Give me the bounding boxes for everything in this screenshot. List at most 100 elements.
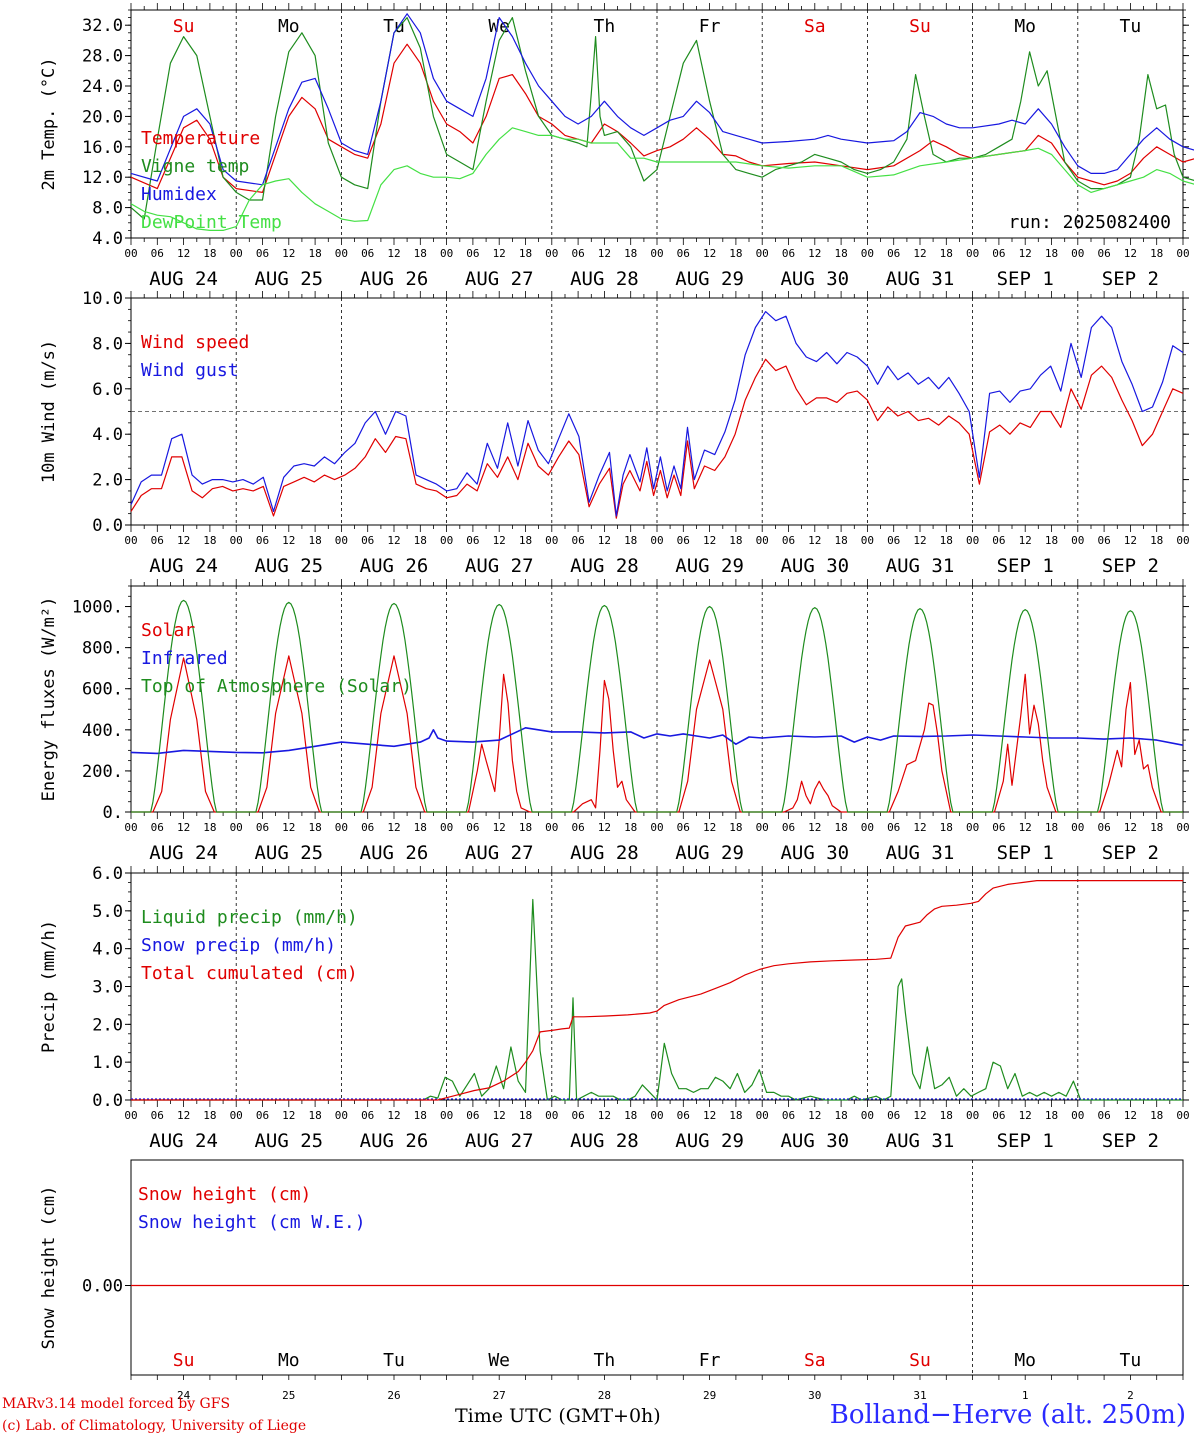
hour-tick-label: 12 <box>1019 247 1032 260</box>
hour-tick-label: 06 <box>466 534 479 547</box>
day-of-week-label: Th <box>594 1350 616 1371</box>
hour-tick-label: 18 <box>519 821 532 834</box>
hour-tick-label: 18 <box>203 821 216 834</box>
hour-tick-label: 18 <box>1045 1109 1058 1122</box>
hour-tick-label: 06 <box>466 1109 479 1122</box>
panel-3: 00 06 12 18 00 06 12 18 00 06 12 18 00 06 12 18 00 06 12 18… <box>39 579 1190 864</box>
y-tick-label: 20.0 <box>82 107 123 127</box>
hour-tick-label: 18 <box>1150 821 1163 834</box>
hour-tick-label: 12 <box>177 534 190 547</box>
y-tick-label: 2.0 <box>92 1015 123 1035</box>
hour-tick-label: 18 <box>308 1109 321 1122</box>
x-axis-title: Time UTC (GMT+0h) <box>455 1405 661 1427</box>
y-axis-title: Precip (mm/h) <box>39 920 59 1053</box>
hour-tick-label: 12 <box>387 821 400 834</box>
hour-tick-label: 12 <box>493 821 506 834</box>
hour-tick-label: 00 <box>966 534 979 547</box>
series-infrared <box>130 727 1184 755</box>
hour-tick-label: 12 <box>387 534 400 547</box>
hour-tick-label: 00 <box>966 1109 979 1122</box>
hour-tick-label: 06 <box>361 821 374 834</box>
hour-tick-label: 00 <box>650 534 663 547</box>
hour-tick-label: 06 <box>887 1109 900 1122</box>
hour-tick-label: 12 <box>493 1109 506 1122</box>
hour-tick-label: 00 <box>230 821 243 834</box>
date-label: AUG 29 <box>675 842 744 864</box>
hour-tick-label: 18 <box>519 1109 532 1122</box>
run-annotation: run: 2025082400 <box>1008 212 1171 233</box>
date-label: AUG 25 <box>254 555 323 577</box>
hour-tick-label: 06 <box>782 247 795 260</box>
y-tick-label: 12.0 <box>82 168 123 188</box>
hour-tick-label: 12 <box>282 1109 295 1122</box>
hour-tick-label: 00 <box>1176 1109 1189 1122</box>
date-label: AUG 26 <box>360 842 429 864</box>
legend-entry: Snow precip (mm/h) <box>141 935 336 956</box>
hour-tick-label: 06 <box>992 247 1005 260</box>
hour-tick-label: 12 <box>703 534 716 547</box>
hour-tick-label: 18 <box>1045 247 1058 260</box>
day-of-week-label: Mo <box>1014 16 1036 37</box>
hour-tick-label: 12 <box>808 821 821 834</box>
hour-tick-label: 18 <box>414 1109 427 1122</box>
y-tick-label: 24.0 <box>82 77 123 97</box>
day-of-week-label: Sa <box>804 1350 826 1371</box>
hour-tick-label: 12 <box>387 1109 400 1122</box>
y-tick-label: 32.0 <box>82 16 123 36</box>
hour-tick-label: 06 <box>1097 247 1110 260</box>
hour-tick-label: 18 <box>624 247 637 260</box>
hour-tick-label: 12 <box>808 534 821 547</box>
hour-tick-label: 06 <box>151 534 164 547</box>
hour-tick-label: 06 <box>782 534 795 547</box>
date-label: AUG 27 <box>465 1130 534 1152</box>
legend-entry: Wind gust <box>141 360 239 381</box>
date-label: AUG 30 <box>780 268 849 290</box>
date-label: AUG 24 <box>149 555 218 577</box>
date-label: SEP 2 <box>1102 555 1159 577</box>
hour-tick-label: 06 <box>887 534 900 547</box>
hour-tick-label: 00 <box>861 821 874 834</box>
hour-tick-label: 18 <box>414 534 427 547</box>
hour-tick-label: 00 <box>545 821 558 834</box>
hour-tick-label: 06 <box>677 534 690 547</box>
hour-tick-label: 00 <box>861 247 874 260</box>
hour-tick-label: 18 <box>729 247 742 260</box>
hour-tick-label: 12 <box>282 821 295 834</box>
y-tick-label: 16.0 <box>82 138 123 158</box>
y-tick-label: 1000. <box>72 598 123 618</box>
hour-tick-label: 18 <box>834 247 847 260</box>
hour-tick-label: 00 <box>1071 247 1084 260</box>
y-tick-label: 0.00 <box>82 1277 123 1297</box>
date-label: SEP 2 <box>1102 842 1159 864</box>
hour-tick-label: 18 <box>834 534 847 547</box>
y-axis-title: Snow height (cm) <box>39 1186 59 1350</box>
legend-entry: Solar <box>141 620 195 641</box>
hour-tick-label: 18 <box>1150 534 1163 547</box>
legend-entry: Snow height (cm W.E.) <box>138 1212 366 1233</box>
y-tick-label: 0.0 <box>92 516 123 536</box>
panel-5: 24 25 26 27 28 29 30 31 1 2 Su Mo Tu We Th Fr Sa Su Mo Tu 0.… <box>39 1159 1189 1402</box>
hour-tick-label: 00 <box>650 821 663 834</box>
hour-tick-label: 06 <box>361 534 374 547</box>
day-of-week-label: Tu <box>383 16 405 37</box>
hour-tick-label: 00 <box>440 821 453 834</box>
series-top-of-atmosphere-solar <box>131 599 1183 813</box>
hour-tick-label: 06 <box>361 247 374 260</box>
hour-tick-label: 06 <box>466 247 479 260</box>
hour-tick-label: 12 <box>1124 534 1137 547</box>
date-label: AUG 27 <box>465 555 534 577</box>
hour-tick-label: 18 <box>308 534 321 547</box>
hour-tick-label: 00 <box>440 1109 453 1122</box>
hour-tick-label: 18 <box>203 247 216 260</box>
hour-tick-label: 06 <box>992 821 1005 834</box>
hour-tick-label: 00 <box>1071 534 1084 547</box>
series-dewpoint-temp <box>130 127 1194 231</box>
hour-tick-label: 00 <box>335 1109 348 1122</box>
hour-tick-label: 18 <box>1045 534 1058 547</box>
date-label: SEP 1 <box>997 555 1054 577</box>
hour-tick-label: 06 <box>992 1109 1005 1122</box>
day-of-week-label: Th <box>594 16 616 37</box>
hour-tick-label: 18 <box>414 247 427 260</box>
y-tick-label: 600. <box>82 680 123 700</box>
